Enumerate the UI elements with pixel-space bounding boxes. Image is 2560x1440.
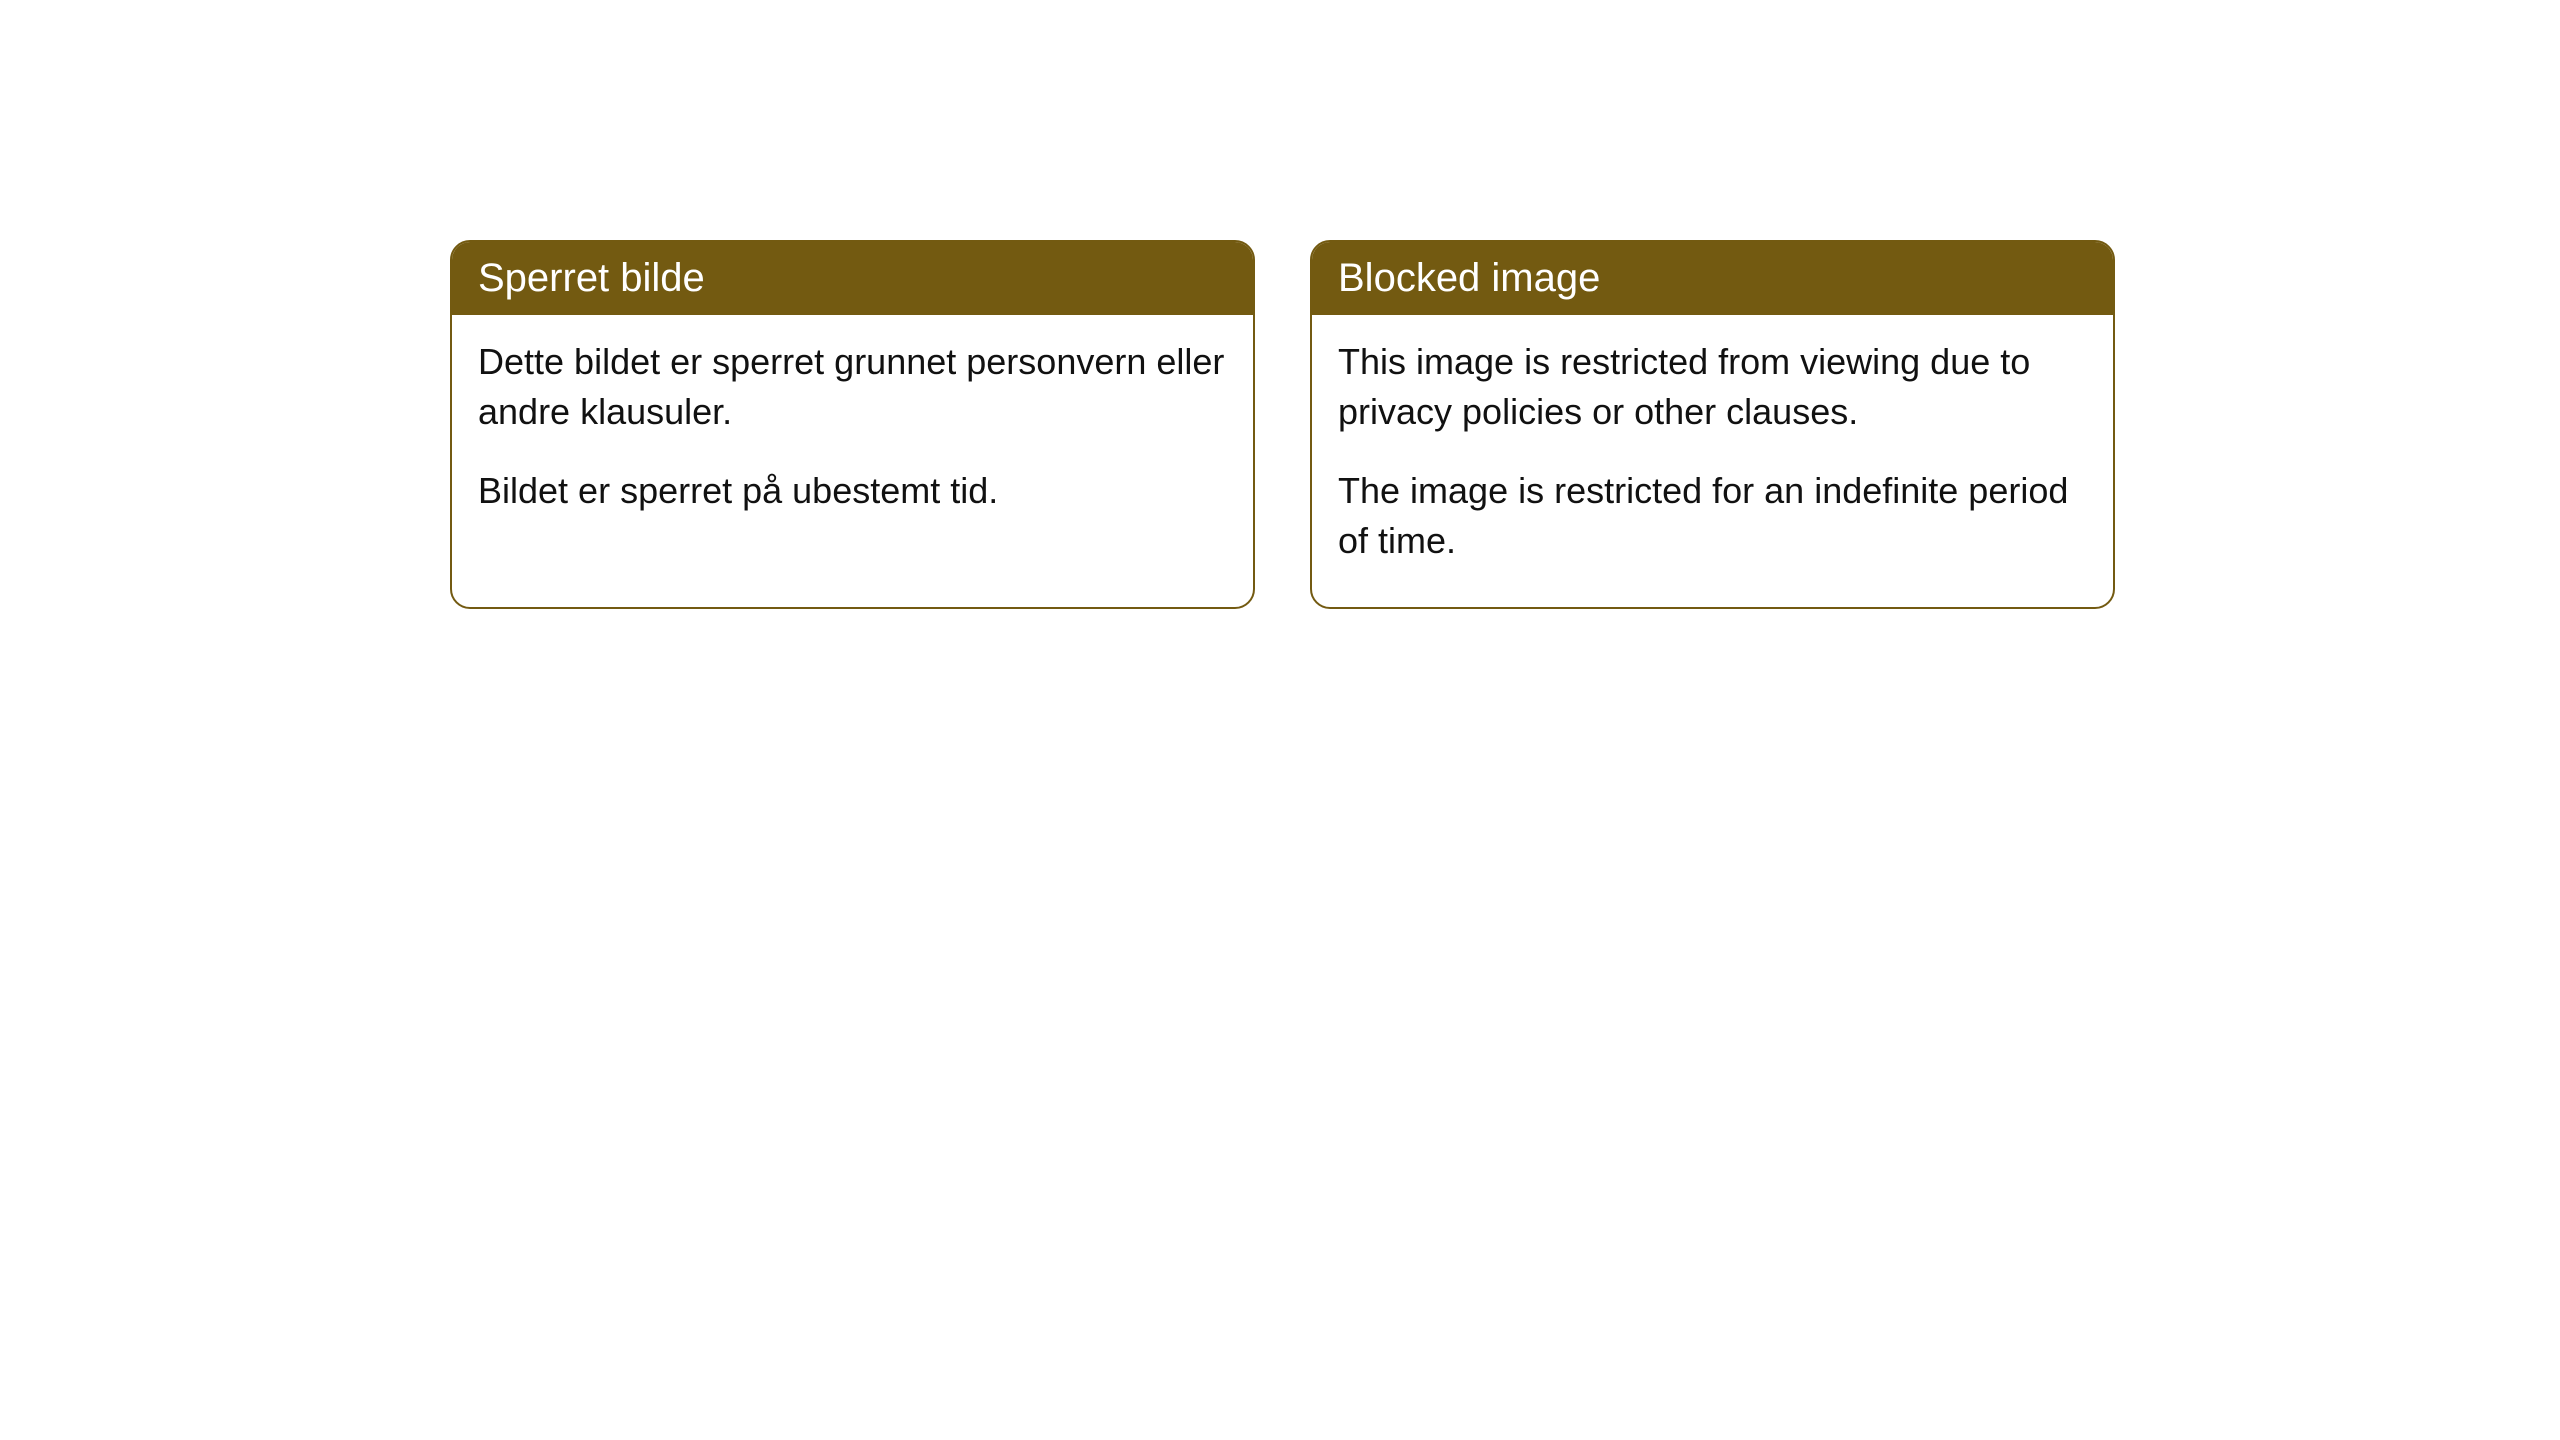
card-paragraph: The image is restricted for an indefinit… (1338, 466, 2087, 567)
blocked-image-card-norwegian: Sperret bilde Dette bildet er sperret gr… (450, 240, 1255, 609)
card-body: This image is restricted from viewing du… (1312, 315, 2113, 607)
card-paragraph: Dette bildet er sperret grunnet personve… (478, 337, 1227, 438)
card-header: Sperret bilde (452, 242, 1253, 315)
blocked-image-card-english: Blocked image This image is restricted f… (1310, 240, 2115, 609)
card-paragraph: Bildet er sperret på ubestemt tid. (478, 466, 1227, 516)
card-body: Dette bildet er sperret grunnet personve… (452, 315, 1253, 556)
cards-container: Sperret bilde Dette bildet er sperret gr… (450, 240, 2115, 609)
card-title: Blocked image (1338, 256, 1600, 300)
card-paragraph: This image is restricted from viewing du… (1338, 337, 2087, 438)
card-title: Sperret bilde (478, 256, 705, 300)
card-header: Blocked image (1312, 242, 2113, 315)
